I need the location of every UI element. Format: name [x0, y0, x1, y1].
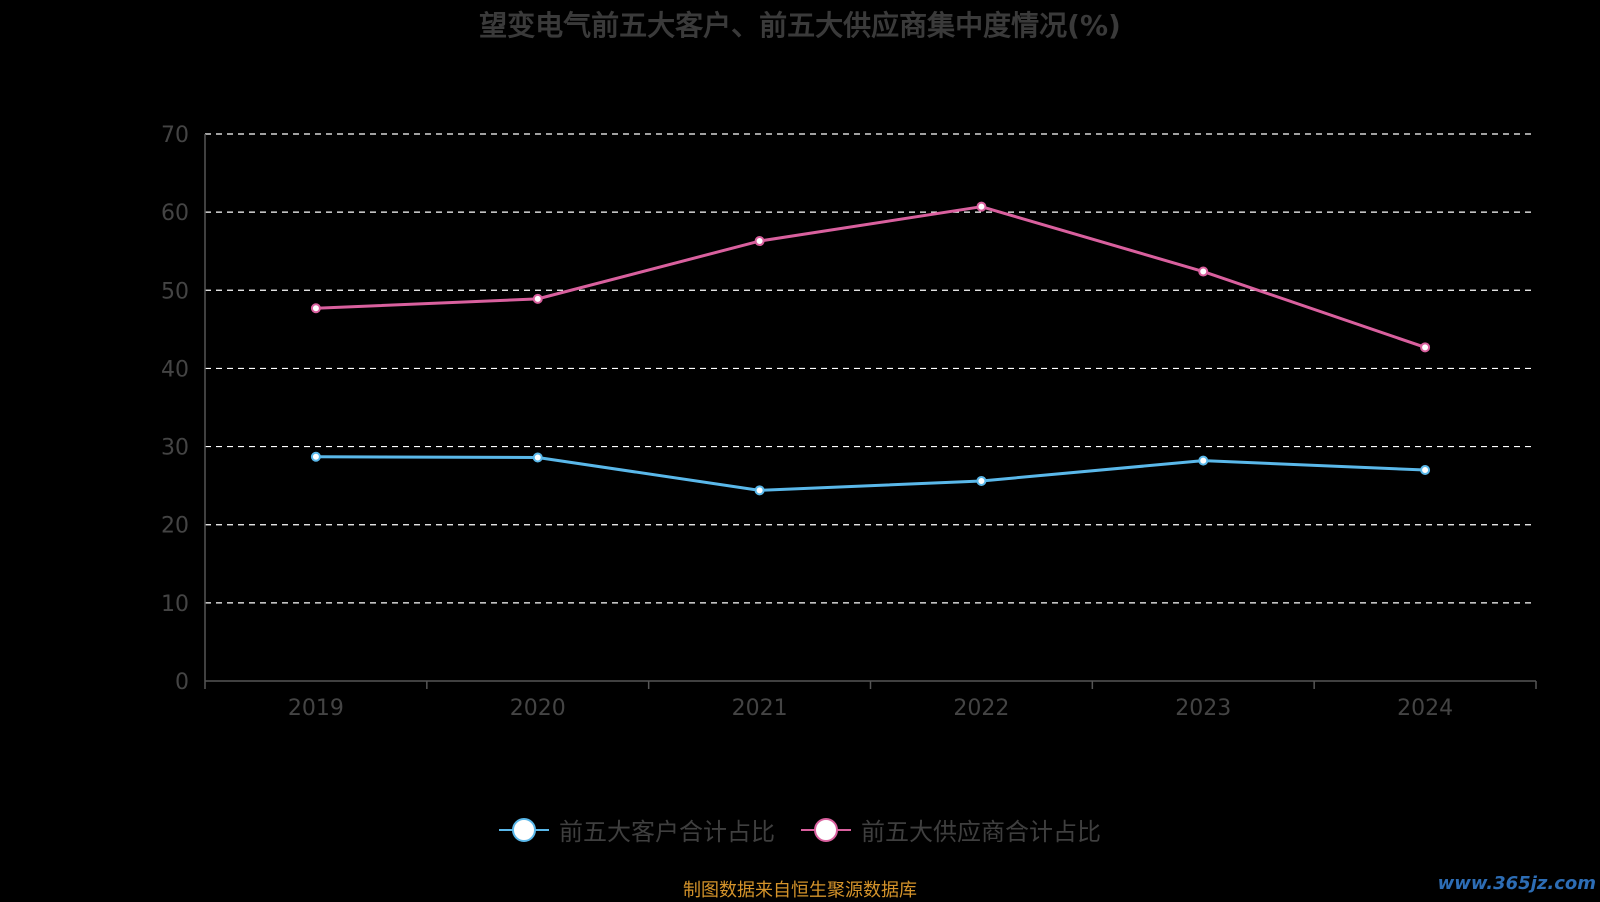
data-point-customers-2021 — [754, 485, 765, 496]
data-point-suppliers-2022 — [976, 201, 987, 212]
data-point-customers-2020 — [532, 452, 543, 463]
y-tick-label-20: 20 — [161, 514, 189, 539]
x-tick-label-2019: 2019 — [288, 696, 344, 721]
series-line-customers — [315, 455, 1426, 492]
x-tick-label-2022: 2022 — [953, 696, 1009, 721]
x-tick-label-2023: 2023 — [1175, 696, 1231, 721]
data-point-suppliers-2020 — [532, 293, 543, 304]
data-source-note: 制图数据来自恒生聚源数据库 — [683, 880, 917, 901]
data-point-customers-2023 — [1198, 455, 1209, 466]
y-tick-label-40: 40 — [161, 357, 189, 382]
data-point-suppliers-2019 — [310, 303, 321, 314]
x-tick-label-2020: 2020 — [510, 696, 566, 721]
y-tick-label-60: 60 — [161, 201, 189, 226]
y-tick-label-0: 0 — [175, 670, 189, 695]
data-point-suppliers-2021 — [754, 236, 765, 247]
legend-label-customers: 前五大客户合计占比 — [559, 818, 775, 846]
series-line-suppliers — [315, 205, 1426, 349]
data-point-customers-2019 — [310, 451, 321, 462]
y-tick-label-50: 50 — [161, 279, 189, 304]
legend-swatch-customers — [499, 815, 549, 845]
legend-label-suppliers: 前五大供应商合计占比 — [861, 818, 1101, 846]
chart-legend: 前五大客户合计占比 前五大供应商合计占比 — [0, 812, 1600, 847]
data-point-customers-2022 — [976, 475, 987, 486]
legend-item-suppliers[interactable]: 前五大供应商合计占比 — [801, 812, 1101, 847]
watermark: www.365jz.com — [1437, 873, 1596, 894]
chart-title: 望变电气前五大客户、前五大供应商集中度情况(%) — [479, 9, 1121, 42]
x-tick-label-2024: 2024 — [1397, 696, 1453, 721]
y-tick-label-70: 70 — [161, 123, 189, 148]
y-tick-label-10: 10 — [161, 592, 189, 617]
data-point-customers-2024 — [1420, 465, 1431, 476]
y-tick-label-30: 30 — [161, 436, 189, 461]
legend-swatch-suppliers — [801, 815, 851, 845]
legend-item-customers[interactable]: 前五大客户合计占比 — [499, 812, 775, 847]
data-point-suppliers-2023 — [1198, 266, 1209, 277]
data-point-suppliers-2024 — [1420, 342, 1431, 353]
x-tick-label-2021: 2021 — [732, 696, 788, 721]
